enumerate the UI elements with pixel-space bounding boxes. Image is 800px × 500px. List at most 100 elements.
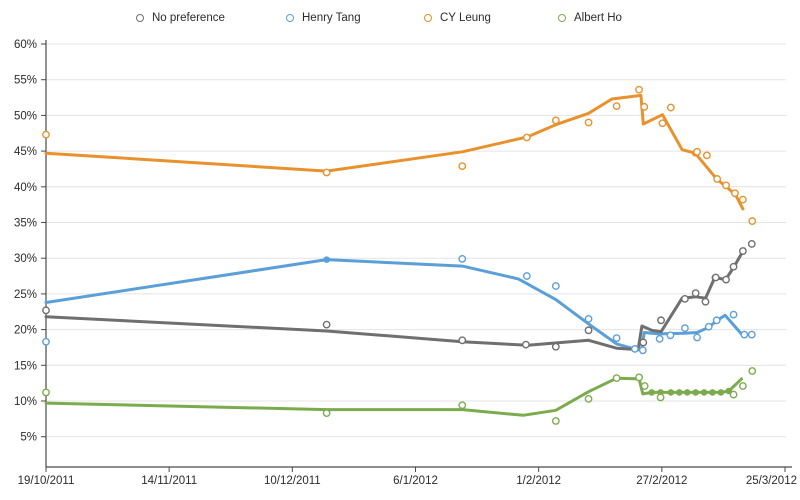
scatter-point (731, 189, 739, 198)
y-tick-label: 45% (14, 146, 37, 158)
scatter-point (584, 394, 593, 403)
scatter-point (640, 382, 649, 390)
scatter-point (711, 273, 720, 282)
series-points-albert-ho (42, 367, 757, 425)
scatter-point (612, 374, 621, 383)
scatter-point (666, 103, 675, 112)
legend-marker-icon (286, 14, 294, 22)
gridlines (46, 43, 786, 438)
scatter-point (681, 324, 689, 333)
x-tick-label: 1/2/2012 (516, 475, 561, 487)
scatter-point (740, 330, 749, 339)
scatter-point (666, 331, 675, 340)
scatter-point (748, 367, 757, 375)
x-tick-label: 25/3/2012 (746, 475, 797, 487)
y-tick-label: 15% (14, 360, 37, 372)
scatter-point (704, 322, 713, 331)
y-tick-label: 20% (14, 325, 37, 337)
x-axis-labels: 19/10/2011 14/11/2011 10/12/2011 6/1/2012 1/… (18, 467, 797, 487)
trend-marker (709, 389, 716, 396)
scatter-point (712, 316, 721, 325)
scatter-point (522, 272, 531, 280)
y-tick-label: 50% (14, 110, 37, 122)
series-line-cy-leung (44, 93, 745, 211)
series-points-cy-leung (42, 85, 757, 225)
scatter-point (551, 417, 560, 425)
scatter-point (739, 195, 747, 204)
scatter-point (747, 240, 756, 248)
trend-marker (683, 389, 691, 396)
scatter-point (638, 346, 647, 355)
legend-label: Albert Ho (574, 12, 622, 24)
scatter-point (522, 133, 531, 142)
scatter-point (747, 330, 756, 339)
legend-marker-icon (558, 14, 566, 22)
legend-label: CY Leung (440, 12, 491, 24)
y-tick-label: 5% (20, 432, 37, 444)
scatter-point (612, 102, 621, 111)
scatter-point (42, 337, 50, 346)
scatter-point (729, 262, 738, 271)
scatter-point (691, 289, 700, 298)
x-tick-label: 14/11/2011 (141, 475, 197, 487)
legend-item-albert-ho: Albert Ho (558, 11, 622, 25)
axes (45, 40, 792, 468)
x-tick-label: 27/2/2012 (636, 475, 687, 487)
y-tick-label: 10% (14, 396, 37, 408)
x-tick-label: 19/10/2011 (18, 475, 75, 487)
series-points-no-preference (42, 240, 756, 351)
scatter-point (635, 85, 643, 94)
scatter-point (693, 147, 701, 156)
scatter-point (521, 340, 530, 349)
scatter-point (322, 320, 331, 329)
scatter-point (722, 275, 730, 284)
scatter-point (657, 316, 665, 325)
scatter-point (551, 342, 560, 351)
scatter-point (635, 373, 643, 382)
trend-marker (323, 256, 330, 263)
y-tick-label: 30% (14, 253, 37, 265)
trend-marker (700, 389, 708, 396)
trend-marker (717, 389, 725, 396)
scatter-point (458, 401, 467, 410)
trend-line (44, 376, 743, 417)
scatter-point (693, 333, 701, 342)
scatter-point (722, 181, 730, 190)
scatter-point (656, 393, 665, 402)
legend-item-no-preference: No preference (136, 11, 225, 25)
scatter-point (702, 151, 711, 160)
series-line-albert-ho (44, 376, 743, 417)
scatter-point (729, 310, 738, 319)
y-axis-labels: 5% 10% 15% 20% 25% 30% 35% 40% 45% 50% 55% 60% (14, 39, 46, 444)
y-tick-label: 40% (14, 182, 37, 194)
trend-marker (667, 389, 675, 396)
x-tick-label: 10/12/2011 (264, 475, 321, 487)
scatter-point (681, 294, 689, 303)
scatter-point (701, 297, 710, 306)
legend-marker-icon (424, 14, 432, 22)
scatter-point (322, 409, 331, 418)
scatter-point (551, 282, 560, 290)
scatter-point (322, 168, 331, 177)
legend-item-henry-tang: Henry Tang (286, 11, 361, 25)
scatter-point (458, 255, 467, 263)
scatter-point (551, 116, 560, 125)
scatter-point (739, 247, 747, 255)
trend-marker (648, 389, 655, 396)
legend-label: No preference (152, 12, 225, 24)
trend-marker (675, 389, 683, 396)
scatter-point (42, 130, 50, 139)
scatter-point (655, 334, 664, 343)
scatter-point (640, 102, 649, 111)
scatter-point (639, 338, 648, 347)
legend-label: Henry Tang (302, 12, 361, 24)
scatter-point (458, 336, 467, 345)
y-tick-label: 60% (14, 39, 37, 51)
scatter-point (630, 344, 639, 353)
y-tick-label: 55% (14, 75, 37, 87)
scatter-point (458, 162, 467, 170)
scatter-point (729, 390, 738, 399)
series-points-henry-tang (42, 255, 756, 355)
